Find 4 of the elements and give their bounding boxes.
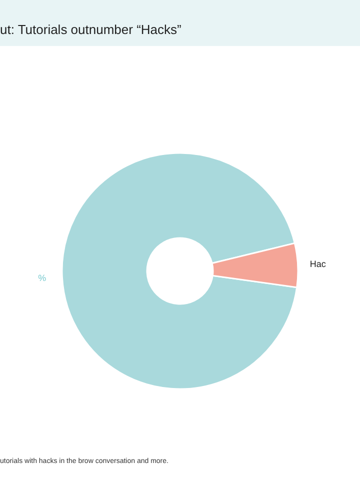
donut-slice [61, 152, 298, 390]
slice-label: % [38, 272, 46, 283]
chart-title: ut: Tutorials outnumber “Hacks” [0, 22, 182, 37]
slice-label: Hac [310, 259, 326, 270]
